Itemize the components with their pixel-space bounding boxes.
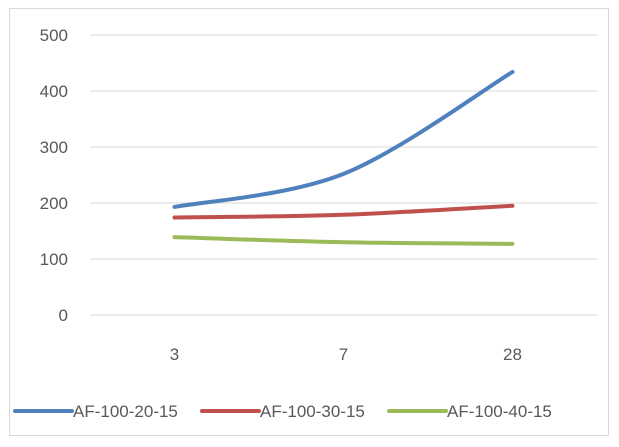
legend-label: AF-100-40-15 bbox=[447, 402, 552, 421]
y-tick-label: 100 bbox=[40, 250, 68, 269]
chart-frame bbox=[9, 8, 609, 436]
legend: AF-100-20-15 AF-100-30-15 AF-100-40-15 bbox=[13, 402, 552, 421]
y-axis-tick-labels: 0 100 200 300 400 500 bbox=[40, 26, 68, 325]
series-line-AF-100-40-15 bbox=[172, 235, 515, 246]
x-tick-label: 28 bbox=[503, 345, 522, 364]
y-tick-label: 500 bbox=[40, 26, 68, 45]
series-line-AF-100-20-15 bbox=[172, 69, 515, 209]
series-line-AF-100-30-15 bbox=[172, 203, 515, 220]
y-tick-label: 200 bbox=[40, 194, 68, 213]
legend-label: AF-100-30-15 bbox=[260, 402, 365, 421]
x-tick-label: 3 bbox=[170, 345, 179, 364]
y-tick-label: 0 bbox=[59, 306, 68, 325]
legend-label: AF-100-20-15 bbox=[73, 402, 178, 421]
y-tick-label: 400 bbox=[40, 82, 68, 101]
y-tick-label: 300 bbox=[40, 138, 68, 157]
x-axis-tick-labels: 3 7 28 bbox=[170, 345, 522, 364]
x-tick-label: 7 bbox=[339, 345, 348, 364]
series-lines bbox=[172, 69, 515, 246]
gridlines bbox=[90, 34, 597, 316]
